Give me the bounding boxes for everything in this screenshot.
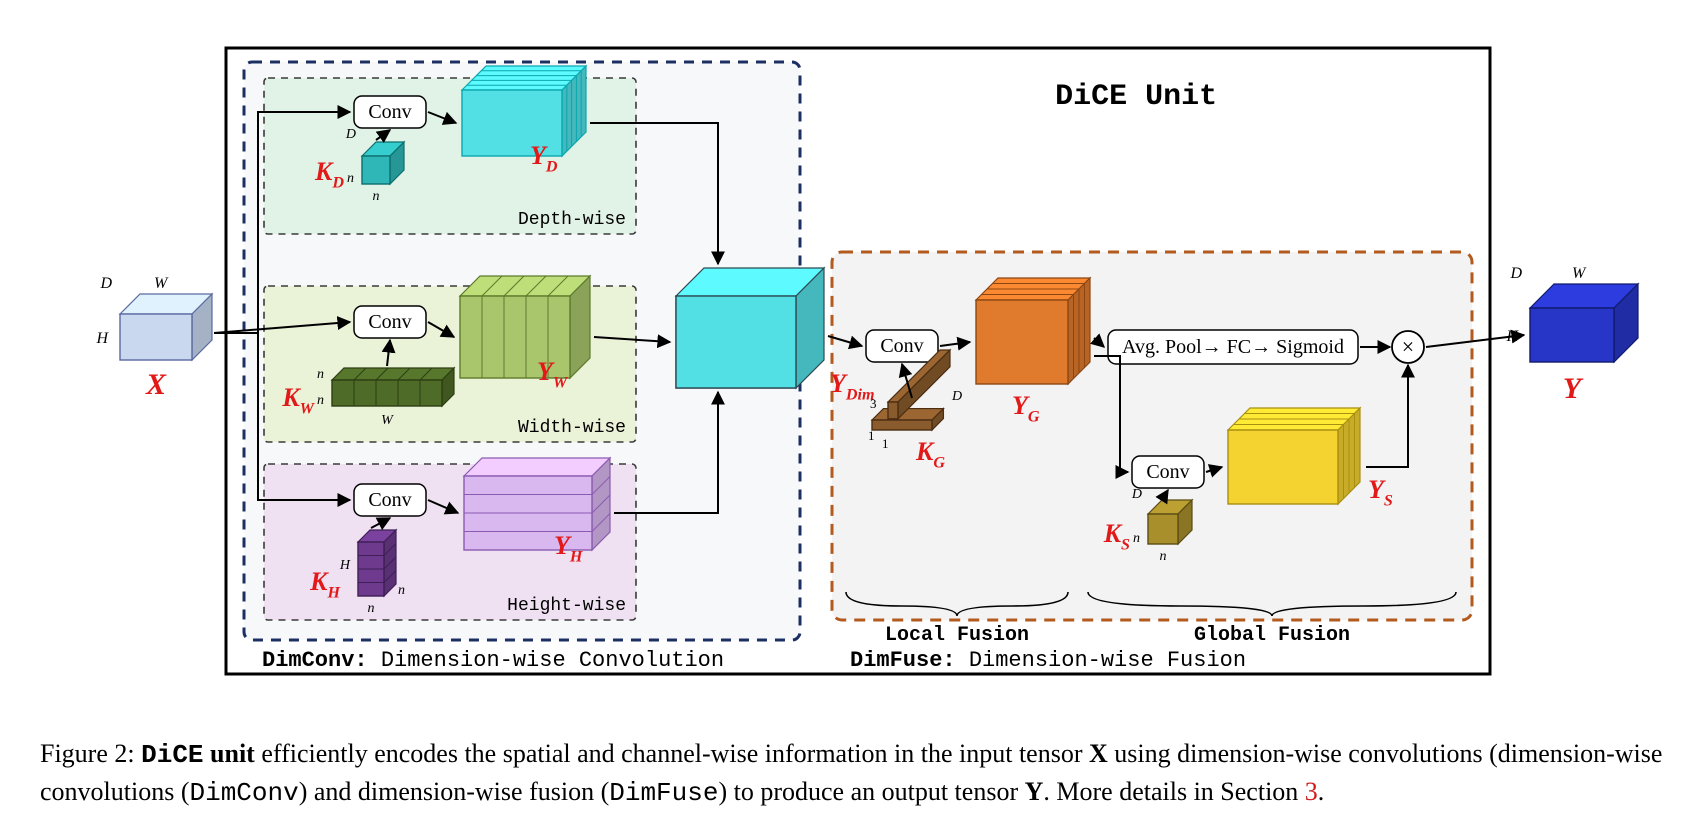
heightwise-box-label: Height-wise — [507, 596, 626, 616]
Y-W: W — [1572, 265, 1587, 282]
conv-spatial-label: Conv — [1146, 461, 1189, 483]
cuboid — [872, 409, 943, 430]
X-H: H — [95, 330, 109, 347]
svg-text:n: n — [398, 583, 405, 598]
tensor-YW — [460, 276, 590, 378]
conv-height-label: Conv — [368, 489, 411, 511]
figure-caption-line1: Figure 2: DiCE unit efficiently encodes … — [40, 739, 1662, 770]
brace-local-label: Local Fusion — [885, 624, 1029, 647]
svg-text:D: D — [951, 389, 962, 404]
conv-local-label: Conv — [880, 335, 923, 357]
tensor-X — [120, 294, 212, 360]
multiply-glyph: × — [1402, 334, 1414, 359]
svg-text:n: n — [1160, 549, 1167, 564]
svg-text:n: n — [317, 393, 324, 408]
svg-text:1: 1 — [882, 436, 889, 451]
svg-text:3: 3 — [870, 396, 877, 411]
tensor-YD — [462, 66, 586, 156]
conv-width-label: Conv — [368, 311, 411, 333]
svg-text:n: n — [373, 189, 380, 204]
kernel-KH — [358, 530, 396, 596]
label-Y: Y — [1563, 372, 1584, 405]
conv-depth-label: Conv — [368, 101, 411, 123]
kernel-KW — [332, 368, 454, 406]
svg-text:W: W — [381, 413, 394, 428]
label-X: X — [145, 368, 167, 401]
title-dice-unit: DiCE Unit — [1055, 80, 1217, 114]
dimfuse-panel — [832, 252, 1472, 620]
tensor-YH — [464, 458, 610, 550]
cuboid — [676, 268, 824, 388]
svg-text:D: D — [1131, 487, 1142, 502]
dimfuse-caption: DimFuse: Dimension-wise Fusion — [850, 648, 1246, 673]
avgpool-fc-sigmoid-label: Avg. Pool→ FC→ Sigmoid — [1122, 336, 1344, 358]
widthwise-box-label: Width-wise — [518, 418, 626, 438]
figure-caption-line2: convolutions (DimConv) and dimension-wis… — [40, 777, 1324, 808]
brace-global-label: Global Fusion — [1194, 624, 1350, 647]
tensor-Y — [1530, 284, 1638, 362]
tensor-YS — [1228, 408, 1360, 504]
svg-text:n: n — [347, 171, 354, 186]
kernel-KS — [1148, 500, 1192, 544]
depthwise-box-label: Depth-wise — [518, 210, 626, 230]
svg-text:n: n — [317, 367, 324, 382]
svg-text:n: n — [368, 601, 375, 616]
svg-text:1: 1 — [868, 428, 875, 443]
X-D: D — [99, 275, 112, 292]
Y-D: D — [1509, 265, 1522, 282]
tensor-YG — [976, 278, 1090, 384]
svg-text:n: n — [1133, 531, 1140, 546]
X-W: W — [154, 275, 169, 292]
svg-text:H: H — [339, 558, 351, 573]
svg-text:D: D — [345, 127, 356, 142]
dimconv-caption: DimConv: Dimension-wise Convolution — [262, 648, 724, 673]
